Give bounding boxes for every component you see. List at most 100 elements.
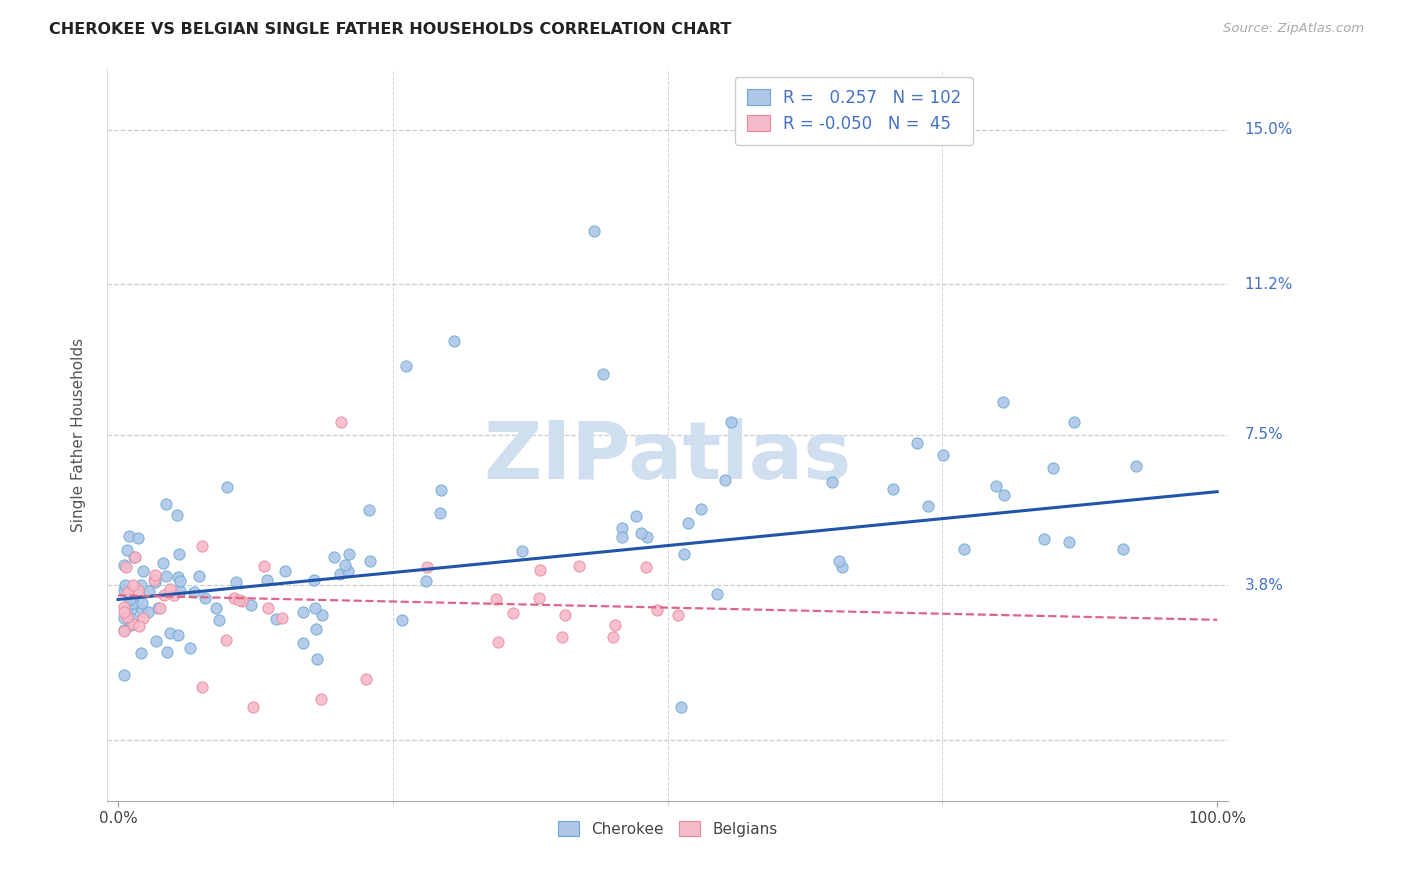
Cherokee [112, 668, 135, 682]
Cherokee [127, 532, 149, 546]
Cherokee [239, 598, 262, 612]
Belgians [124, 549, 146, 564]
Cherokee [129, 577, 152, 591]
Cherokee [156, 645, 179, 659]
Cherokee [1112, 542, 1135, 557]
Cherokee [993, 488, 1015, 502]
Cherokee [706, 586, 728, 600]
Belgians [127, 582, 149, 597]
Belgians [550, 630, 572, 644]
Text: 11.2%: 11.2% [1244, 277, 1294, 292]
Cherokee [905, 436, 928, 450]
Cherokee [155, 569, 177, 583]
Cherokee [636, 530, 658, 544]
Cherokee [205, 601, 228, 615]
Cherokee [359, 554, 381, 568]
Belgians [634, 560, 657, 574]
Belgians [163, 588, 186, 602]
Cherokee [1063, 416, 1085, 430]
Cherokee [415, 574, 437, 588]
Cherokee [121, 612, 143, 626]
Belgians [256, 601, 278, 615]
Cherokee [118, 529, 141, 543]
Cherokee [828, 554, 851, 568]
Belgians [121, 616, 143, 631]
Belgians [645, 603, 668, 617]
Cherokee [510, 544, 533, 558]
Cherokee [882, 482, 904, 496]
Cherokee [169, 584, 191, 599]
Text: Source: ZipAtlas.com: Source: ZipAtlas.com [1223, 22, 1364, 36]
Cherokee [166, 508, 188, 522]
Belgians [666, 608, 689, 623]
Belgians [115, 560, 138, 574]
Belgians [152, 588, 174, 602]
Cherokee [114, 577, 136, 591]
Belgians [486, 635, 509, 649]
Cherokee [429, 506, 451, 520]
Cherokee [429, 483, 451, 498]
Cherokee [311, 608, 333, 623]
Cherokee [121, 596, 143, 610]
Belgians [191, 680, 214, 694]
Legend: Cherokee, Belgians: Cherokee, Belgians [550, 814, 786, 845]
Cherokee [676, 516, 699, 531]
Cherokee [952, 542, 974, 557]
Cherokee [159, 625, 181, 640]
Cherokee [117, 599, 139, 613]
Belgians [605, 617, 627, 632]
Cherokee [624, 508, 647, 523]
Text: 3.8%: 3.8% [1244, 578, 1284, 593]
Cherokee [304, 600, 326, 615]
Cherokee [115, 543, 138, 558]
Belgians [143, 567, 166, 582]
Belgians [568, 559, 591, 574]
Cherokee [333, 558, 356, 572]
Cherokee [112, 611, 135, 625]
Cherokee [673, 547, 696, 561]
Cherokee [986, 479, 1008, 493]
Cherokee [359, 503, 381, 517]
Cherokee [167, 547, 190, 561]
Cherokee [993, 394, 1015, 409]
Cherokee [305, 622, 328, 636]
Y-axis label: Single Father Households: Single Father Households [72, 338, 86, 532]
Cherokee [302, 573, 325, 587]
Belgians [529, 563, 551, 577]
Cherokee [329, 566, 352, 581]
Cherokee [120, 617, 142, 632]
Belgians [191, 539, 214, 553]
Cherokee [291, 605, 314, 619]
Cherokee [112, 558, 135, 572]
Cherokee [112, 582, 135, 597]
Cherokee [720, 416, 742, 430]
Belgians [242, 700, 264, 714]
Cherokee [131, 596, 153, 610]
Cherokee [305, 652, 328, 666]
Cherokee [337, 564, 360, 578]
Belgians [222, 591, 245, 606]
Cherokee [669, 700, 692, 714]
Cherokee [610, 530, 633, 544]
Belgians [529, 591, 551, 606]
Cherokee [120, 592, 142, 607]
Belgians [215, 632, 238, 647]
Cherokee [256, 574, 278, 588]
Cherokee [152, 556, 174, 570]
Cherokee [183, 584, 205, 599]
Cherokee [118, 610, 141, 624]
Cherokee [112, 623, 135, 637]
Belgians [253, 558, 276, 573]
Belgians [142, 573, 165, 587]
Belgians [502, 607, 524, 621]
Cherokee [612, 521, 634, 535]
Cherokee [337, 547, 360, 561]
Cherokee [582, 224, 605, 238]
Text: ZIPatlas: ZIPatlas [484, 417, 852, 496]
Cherokee [148, 600, 170, 615]
Cherokee [690, 502, 713, 516]
Belgians [228, 592, 250, 607]
Cherokee [932, 448, 955, 462]
Cherokee [1042, 461, 1064, 475]
Cherokee [138, 583, 160, 598]
